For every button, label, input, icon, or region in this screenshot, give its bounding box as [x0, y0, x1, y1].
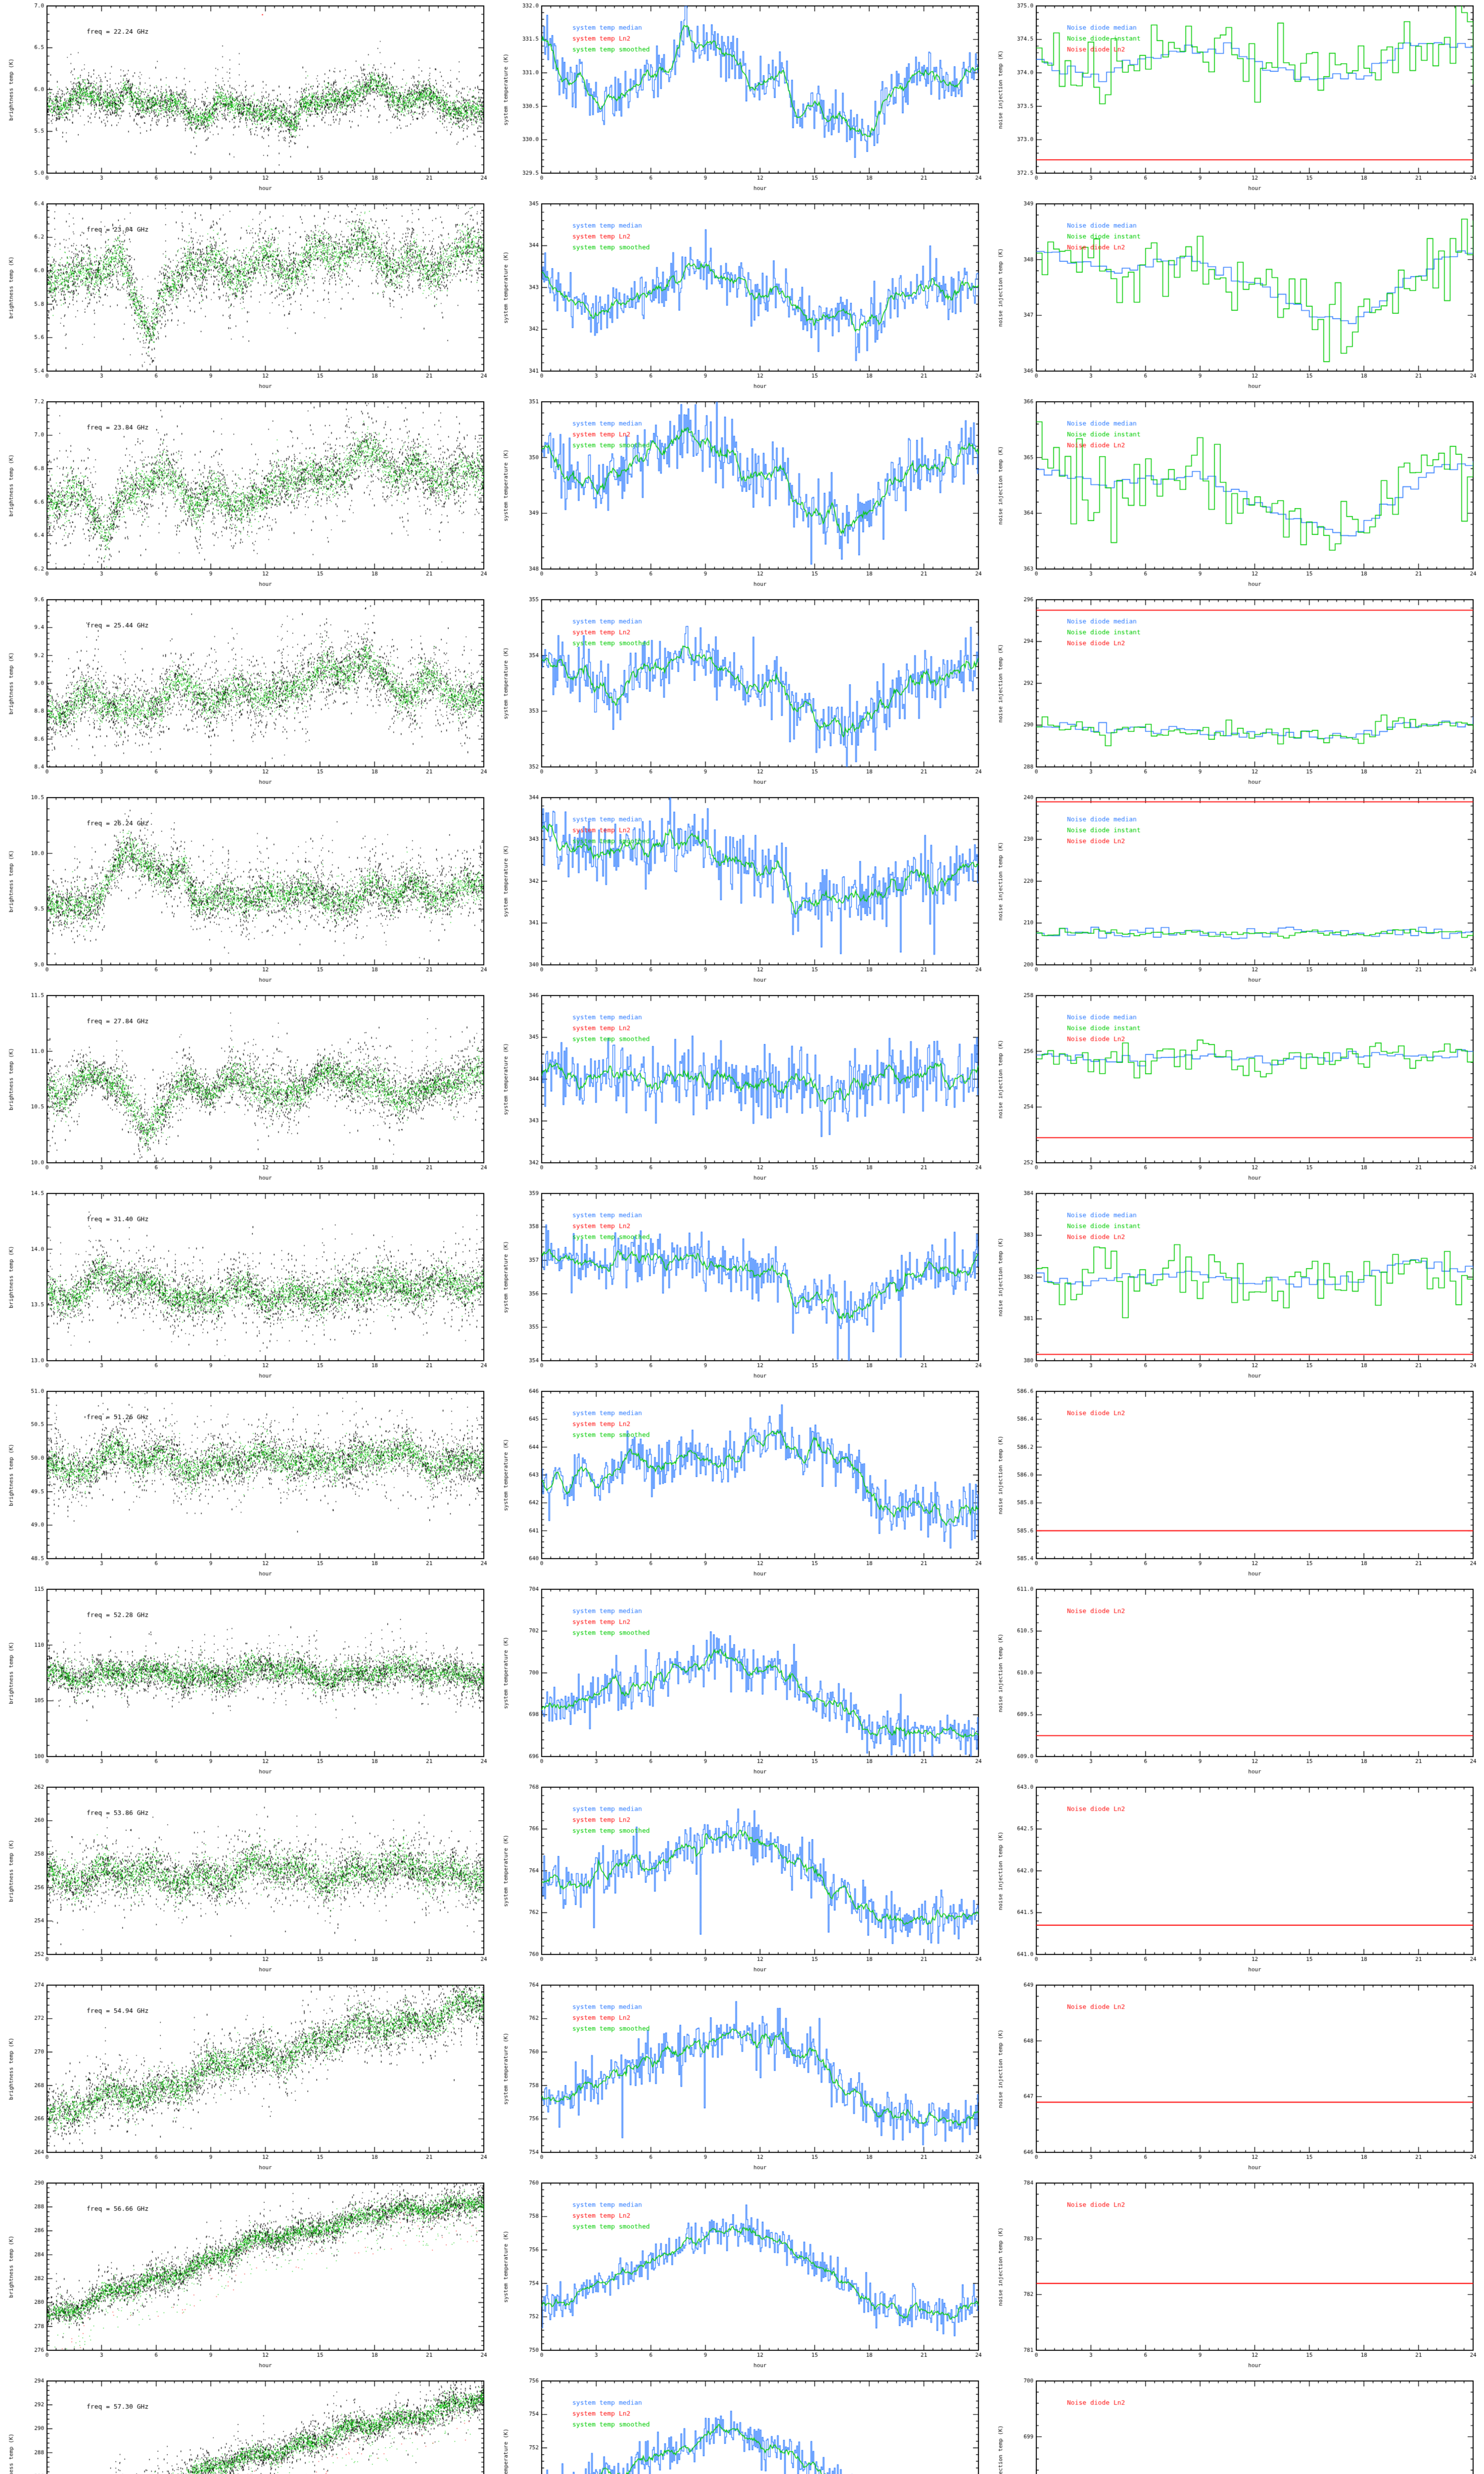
- noise-diode-plot: [989, 1781, 1484, 1979]
- plot-r12c1: [0, 2177, 495, 2375]
- noise-diode-plot: [989, 1385, 1484, 1583]
- noise-diode-plot: [989, 1188, 1484, 1385]
- noise-diode-plot: [989, 2375, 1484, 2474]
- brightness-temp-plot: [0, 1979, 495, 2177]
- plot-r2c3: [989, 198, 1484, 396]
- plot-r12c3: [989, 2177, 1484, 2375]
- brightness-temp-plot: [0, 990, 495, 1188]
- plot-r12c2: [495, 2177, 989, 2375]
- plot-r11c1: [0, 1979, 495, 2177]
- system-temp-plot: [495, 1583, 989, 1781]
- system-temp-plot: [495, 2375, 989, 2474]
- plot-r9c1: [0, 1583, 495, 1781]
- system-temp-plot: [495, 1781, 989, 1979]
- plot-r10c1: [0, 1781, 495, 1979]
- brightness-temp-plot: [0, 1781, 495, 1979]
- plot-r3c2: [495, 396, 989, 594]
- noise-diode-plot: [989, 0, 1484, 198]
- plot-r9c3: [989, 1583, 1484, 1781]
- system-temp-plot: [495, 594, 989, 792]
- system-temp-plot: [495, 1979, 989, 2177]
- brightness-temp-plot: [0, 396, 495, 594]
- brightness-temp-plot: [0, 198, 495, 396]
- brightness-temp-plot: [0, 594, 495, 792]
- plot-r7c2: [495, 1188, 989, 1385]
- plot-r13c3: [989, 2375, 1484, 2474]
- plot-r2c1: [0, 198, 495, 396]
- brightness-temp-plot: [0, 2375, 495, 2474]
- plot-r1c1: [0, 0, 495, 198]
- system-temp-plot: [495, 2177, 989, 2375]
- plot-r4c1: [0, 594, 495, 792]
- plot-r11c2: [495, 1979, 989, 2177]
- noise-diode-plot: [989, 2177, 1484, 2375]
- plot-r13c2: [495, 2375, 989, 2474]
- plot-r5c2: [495, 792, 989, 990]
- noise-diode-plot: [989, 1979, 1484, 2177]
- brightness-temp-plot: [0, 2177, 495, 2375]
- plot-r11c3: [989, 1979, 1484, 2177]
- plot-r8c2: [495, 1385, 989, 1583]
- plot-r6c1: [0, 990, 495, 1188]
- plot-r1c2: [495, 0, 989, 198]
- plot-r5c3: [989, 792, 1484, 990]
- plot-r1c3: [989, 0, 1484, 198]
- noise-diode-plot: [989, 990, 1484, 1188]
- system-temp-plot: [495, 396, 989, 594]
- system-temp-plot: [495, 0, 989, 198]
- plot-r13c1: [0, 2375, 495, 2474]
- noise-diode-plot: [989, 198, 1484, 396]
- plot-r10c3: [989, 1781, 1484, 1979]
- noise-diode-plot: [989, 792, 1484, 990]
- plot-r7c3: [989, 1188, 1484, 1385]
- brightness-temp-plot: [0, 0, 495, 198]
- noise-diode-plot: [989, 1583, 1484, 1781]
- system-temp-plot: [495, 198, 989, 396]
- plot-r2c2: [495, 198, 989, 396]
- plot-r5c1: [0, 792, 495, 990]
- system-temp-plot: [495, 1188, 989, 1385]
- plot-r8c1: [0, 1385, 495, 1583]
- system-temp-plot: [495, 990, 989, 1188]
- brightness-temp-plot: [0, 1385, 495, 1583]
- noise-diode-plot: [989, 594, 1484, 792]
- plot-r7c1: [0, 1188, 495, 1385]
- plot-r10c2: [495, 1781, 989, 1979]
- plot-r4c3: [989, 594, 1484, 792]
- plot-r4c2: [495, 594, 989, 792]
- system-temp-plot: [495, 1385, 989, 1583]
- system-temp-plot: [495, 792, 989, 990]
- plot-r8c3: [989, 1385, 1484, 1583]
- noise-diode-plot: [989, 396, 1484, 594]
- plot-r6c2: [495, 990, 989, 1188]
- plot-r6c3: [989, 990, 1484, 1188]
- plot-r3c1: [0, 396, 495, 594]
- plot-r9c2: [495, 1583, 989, 1781]
- brightness-temp-plot: [0, 1188, 495, 1385]
- brightness-temp-plot: [0, 792, 495, 990]
- plot-r3c3: [989, 396, 1484, 594]
- brightness-temp-plot: [0, 1583, 495, 1781]
